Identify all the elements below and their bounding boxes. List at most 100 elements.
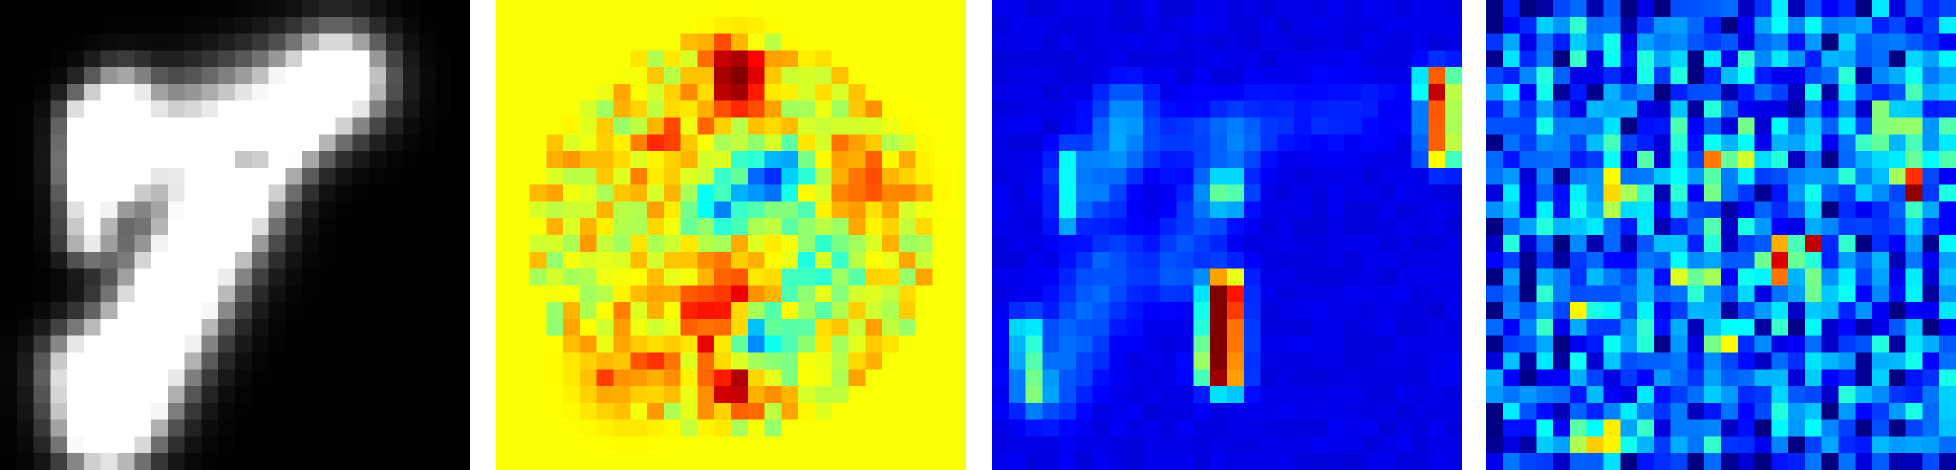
- pixel-cell: [512, 251, 530, 269]
- pixel-cell: [1536, 151, 1554, 169]
- pixel-cell: [251, 67, 269, 85]
- pixel-cell: [1025, 218, 1043, 236]
- pixel-cell: [596, 318, 614, 337]
- pixel-cell: [0, 83, 18, 102]
- pixel-cell: [436, 235, 454, 253]
- pixel-cell: [1109, 369, 1127, 387]
- pixel-cell: [731, 453, 749, 470]
- pixel-cell: [1637, 402, 1655, 420]
- pixel-cell: [1428, 50, 1446, 68]
- pixel-cell: [235, 167, 253, 185]
- pixel-cell: [1653, 402, 1671, 420]
- pixel-cell: [596, 184, 614, 202]
- pixel-cell: [83, 285, 102, 303]
- pixel-cell: [781, 201, 799, 219]
- pixel-cell: [714, 436, 732, 454]
- pixel-cell: [596, 16, 614, 34]
- pixel-cell: [1704, 285, 1722, 303]
- pixel-cell: [318, 235, 337, 253]
- pixel-cell: [1411, 100, 1429, 118]
- pixel-cell: [268, 218, 286, 236]
- pixel-cell: [680, 33, 698, 51]
- pixel-cell: [1620, 151, 1638, 169]
- pixel-cell: [251, 268, 269, 286]
- pixel-cell: [831, 251, 849, 269]
- pixel-cell: [453, 151, 470, 169]
- pixel-cell: [596, 151, 614, 169]
- pixel-cell: [949, 235, 966, 253]
- pixel-cell: [1260, 386, 1278, 404]
- pixel-cell: [16, 33, 34, 51]
- pixel-cell: [1754, 251, 1772, 269]
- pixel-cell: [1872, 184, 1890, 202]
- pixel-cell: [1176, 218, 1194, 236]
- pixel-cell: [1176, 83, 1194, 102]
- pixel-cell: [1872, 419, 1890, 437]
- pixel-cell: [251, 386, 269, 404]
- pixel-cell: [1075, 251, 1094, 269]
- pixel-cell: [1159, 16, 1177, 34]
- pixel-cell: [1008, 285, 1026, 303]
- pixel-cell: [386, 33, 404, 51]
- pixel-cell: [1109, 302, 1127, 320]
- pixel-cell: [1428, 419, 1446, 437]
- pixel-cell: [1519, 419, 1537, 437]
- pixel-cell: [1637, 184, 1655, 202]
- pixel-cell: [1888, 436, 1906, 454]
- pixel-cell: [1008, 218, 1026, 236]
- pixel-cell: [1310, 302, 1329, 320]
- pixel-cell: [1025, 419, 1043, 437]
- pixel-cell: [1502, 67, 1520, 85]
- pixel-cell: [1159, 268, 1177, 286]
- pixel-cell: [680, 386, 698, 404]
- pixel-cell: [1008, 33, 1026, 51]
- pixel-cell: [1620, 285, 1638, 303]
- pixel-cell: [992, 151, 1010, 169]
- pixel-cell: [647, 285, 665, 303]
- pixel-cell: [1888, 285, 1906, 303]
- pixel-cell: [1486, 16, 1504, 34]
- pixel-cell: [100, 235, 118, 253]
- pixel-cell: [848, 436, 866, 454]
- pixel-cell: [496, 419, 514, 437]
- pixel-cell: [402, 167, 420, 185]
- pixel-cell: [151, 134, 169, 152]
- pixel-cell: [167, 318, 185, 337]
- pixel-cell: [496, 100, 514, 118]
- pixel-cell: [781, 268, 799, 286]
- pixel-cell: [1428, 386, 1446, 404]
- pixel-cell: [647, 167, 665, 185]
- pixel-cell: [1687, 83, 1705, 102]
- pixel-cell: [1754, 285, 1772, 303]
- pixel-cell: [848, 251, 866, 269]
- pixel-cell: [1939, 83, 1956, 102]
- pixel-cell: [814, 285, 833, 303]
- pixel-cell: [814, 201, 833, 219]
- pixel-cell: [453, 100, 470, 118]
- pixel-cell: [1025, 50, 1043, 68]
- pixel-cell: [1411, 402, 1429, 420]
- pixel-cell: [1344, 318, 1362, 337]
- pixel-cell: [268, 251, 286, 269]
- pixel-cell: [781, 83, 799, 102]
- pixel-cell: [1855, 0, 1873, 18]
- pixel-cell: [1771, 151, 1789, 169]
- pixel-cell: [814, 184, 833, 202]
- pixel-cell: [0, 33, 18, 51]
- pixel-cell: [369, 201, 387, 219]
- pixel-cell: [352, 33, 370, 51]
- pixel-cell: [630, 134, 648, 152]
- pixel-cell: [1243, 268, 1261, 286]
- pixel-cell: [1502, 0, 1520, 18]
- pixel-cell: [235, 67, 253, 85]
- pixel-cell: [1788, 201, 1806, 219]
- pixel-cell: [1536, 33, 1554, 51]
- pixel-cell: [1922, 436, 1940, 454]
- pixel-cell: [100, 201, 118, 219]
- pixel-cell: [402, 235, 420, 253]
- pixel-cell: [1569, 201, 1588, 219]
- pixel-cell: [1159, 335, 1177, 353]
- pixel-cell: [50, 16, 68, 34]
- pixel-cell: [419, 386, 437, 404]
- pixel-cell: [1394, 386, 1412, 404]
